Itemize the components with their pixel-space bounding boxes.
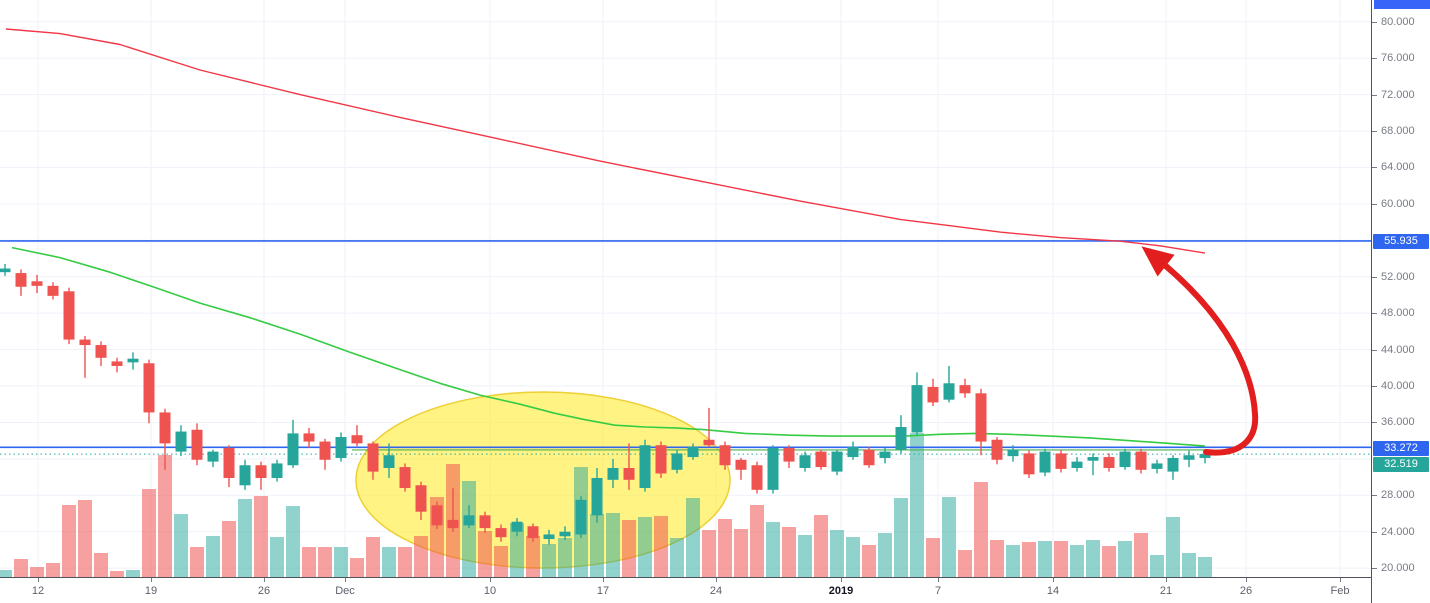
y-tick-label: 60.000 — [1381, 197, 1415, 210]
trend-arrow-annotation[interactable] — [1141, 246, 1259, 456]
x-tick-dash — [38, 578, 39, 582]
x-tick-dash — [151, 578, 152, 582]
x-tick-label: 10 — [483, 585, 497, 597]
y-tick-label: 64.000 — [1381, 161, 1415, 174]
axis-top-blue-box — [1374, 0, 1430, 9]
y-tick-label: 40.000 — [1381, 380, 1415, 393]
y-tick-dash — [1372, 203, 1377, 205]
x-tick-label: 2019 — [828, 585, 854, 597]
x-tick-dash — [716, 578, 717, 582]
x-tick-label: Dec — [335, 585, 355, 597]
candlesticks — [0, 263, 1211, 545]
volume-bars — [0, 433, 1212, 577]
x-tick-label: Feb — [1330, 585, 1350, 597]
x-tick-label: 17 — [596, 585, 610, 597]
moving-average-lines[interactable] — [5, 28, 1206, 447]
y-tick-dash — [1372, 94, 1377, 96]
x-tick-dash — [938, 578, 939, 582]
y-tick-dash — [1372, 131, 1377, 133]
x-tick-dash — [264, 578, 265, 582]
x-tick-dash — [1340, 578, 1341, 582]
x-tick-dash — [1246, 578, 1247, 582]
y-tick-dash — [1372, 349, 1377, 351]
price-label-chip: 55.935 — [1373, 233, 1429, 249]
x-tick-label: 26 — [257, 585, 271, 597]
time-axis[interactable]: 12 19 26 Dec 10 17 24 2019 7 14 21 26 Feb — [0, 577, 1371, 603]
y-tick-label: 72.000 — [1381, 88, 1415, 101]
chart-canvas[interactable] — [0, 0, 1371, 577]
x-tick-dash — [490, 578, 491, 582]
y-tick-label: 48.000 — [1381, 307, 1415, 320]
x-tick-label: 7 — [934, 585, 942, 597]
price-label-chip: 32.519 — [1373, 456, 1429, 472]
x-tick-label: 26 — [1239, 585, 1253, 597]
y-tick-dash — [1372, 531, 1377, 533]
y-tick-dash — [1372, 313, 1377, 315]
x-tick-label: 14 — [1046, 585, 1060, 597]
y-tick-dash — [1372, 276, 1377, 278]
x-tick-dash — [603, 578, 604, 582]
y-tick-dash — [1372, 568, 1377, 570]
y-tick-dash — [1372, 495, 1377, 497]
y-tick-dash — [1372, 386, 1377, 388]
y-tick-label: 44.000 — [1381, 343, 1415, 356]
x-tick-dash — [1053, 578, 1054, 582]
x-tick-label: 12 — [31, 585, 45, 597]
x-tick-dash — [345, 578, 346, 582]
y-tick-dash — [1372, 167, 1377, 169]
price-axis[interactable]: 80.000 76.000 72.000 68.000 64.000 60.000 52.0… — [1371, 0, 1430, 603]
y-tick-dash — [1372, 58, 1377, 60]
chart-plot-area[interactable] — [0, 0, 1371, 577]
x-tick-dash — [1166, 578, 1167, 582]
y-tick-label: 36.000 — [1381, 416, 1415, 429]
y-tick-dash — [1372, 422, 1377, 424]
y-tick-label: 68.000 — [1381, 125, 1415, 138]
y-tick-label: 76.000 — [1381, 52, 1415, 65]
y-tick-label: 20.000 — [1381, 562, 1415, 575]
x-tick-label: 24 — [709, 585, 723, 597]
y-tick-label: 28.000 — [1381, 489, 1415, 502]
y-tick-label: 80.000 — [1381, 15, 1415, 28]
x-tick-label: 19 — [144, 585, 158, 597]
x-tick-dash — [841, 578, 842, 582]
y-tick-label: 52.000 — [1381, 270, 1415, 283]
price-label-chip: 33.272 — [1373, 441, 1429, 456]
y-tick-label: 24.000 — [1381, 525, 1415, 538]
y-tick-dash — [1372, 21, 1377, 23]
x-tick-label: 21 — [1159, 585, 1173, 597]
